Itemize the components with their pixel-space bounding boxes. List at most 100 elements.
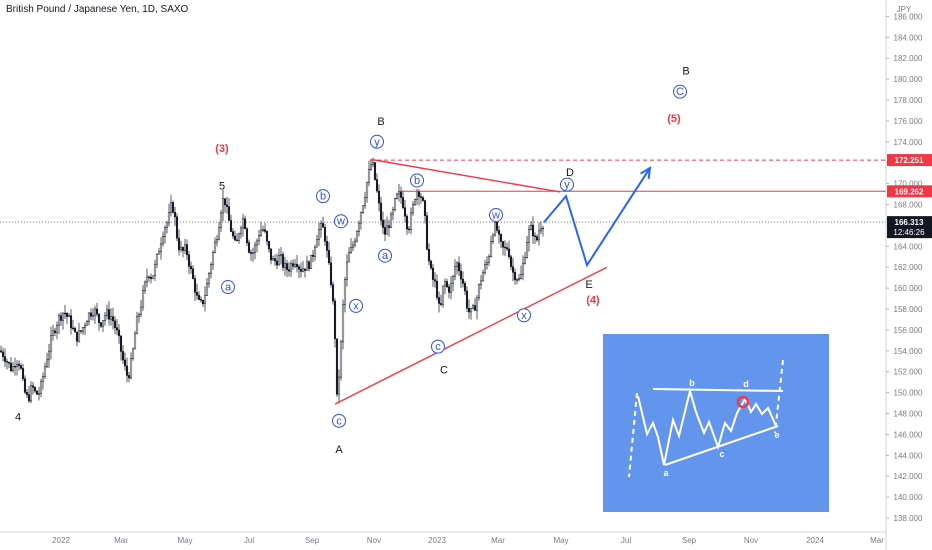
candle-body	[517, 278, 521, 280]
price-tick-label: 152.000	[894, 368, 923, 377]
candle	[431, 264, 435, 288]
candle-body	[123, 359, 127, 367]
time-tick-label: 2022	[52, 536, 70, 545]
candle	[363, 191, 367, 209]
wave-label-plain: D	[566, 167, 574, 179]
candle	[311, 249, 315, 263]
candle-body	[371, 162, 375, 166]
candle	[303, 268, 307, 278]
candle-body	[407, 228, 411, 231]
candle-body	[127, 375, 131, 379]
candle	[253, 241, 257, 260]
candle	[103, 312, 107, 326]
candle	[239, 225, 243, 239]
wave-label-plain: C	[440, 365, 448, 377]
candle	[511, 258, 515, 282]
candle	[349, 238, 353, 254]
candle	[197, 291, 201, 301]
candle-body	[471, 305, 475, 309]
candle-body	[313, 246, 317, 257]
candle-body	[393, 198, 397, 210]
candle-body	[237, 233, 241, 241]
price-tick-label: 168.000	[894, 201, 923, 210]
price-axis[interactable]: JPY 138.000 140.000 142.000 144.000 146.000 14…	[885, 0, 932, 550]
wave-label-circle	[431, 339, 445, 354]
candle-body	[23, 378, 27, 393]
candle-body	[513, 272, 517, 280]
price-tick-label: 144.000	[894, 451, 923, 460]
candle	[13, 357, 17, 376]
candle	[277, 248, 281, 266]
candle	[265, 230, 269, 246]
candle-body	[83, 325, 87, 328]
candle	[289, 260, 293, 278]
candles-layer	[0, 157, 545, 404]
candle	[161, 231, 165, 247]
time-tick-label: May	[177, 536, 192, 545]
candle-body	[459, 270, 463, 280]
candle-body	[347, 252, 351, 263]
candle-body	[247, 242, 251, 253]
candle-body	[349, 247, 353, 253]
candle-body	[203, 295, 207, 305]
wave-label-circle	[349, 298, 363, 313]
candle	[217, 221, 221, 241]
candle	[313, 244, 317, 261]
candle	[25, 389, 29, 399]
time-axis[interactable]: 2022 Mar May Jul Sep Nov 2023 Mar May Jul Sep Nov 20…	[0, 531, 886, 545]
candle	[7, 361, 11, 368]
candle	[137, 312, 141, 323]
candle	[251, 247, 255, 262]
candle-body	[135, 316, 139, 335]
candle-body	[405, 215, 409, 230]
candle-body	[115, 327, 119, 331]
candle	[177, 229, 181, 256]
wave-label-circle	[316, 189, 330, 204]
candle-body	[137, 314, 141, 317]
candle	[55, 321, 59, 340]
candle	[429, 259, 433, 270]
candle-body	[269, 248, 273, 261]
candle	[191, 265, 195, 280]
candle-body	[373, 162, 377, 180]
candle	[101, 320, 105, 332]
candle	[211, 250, 215, 271]
candle	[489, 235, 493, 258]
price-tick-label: 180.000	[894, 75, 923, 84]
candle	[397, 183, 401, 202]
candle	[231, 228, 235, 239]
price-tick-label: 178.000	[894, 96, 923, 105]
candle	[227, 198, 231, 221]
candle-body	[147, 276, 151, 278]
candle-body	[167, 212, 171, 224]
candle-body	[527, 229, 531, 243]
time-tick-label: Nov	[367, 536, 381, 545]
candle	[209, 262, 213, 279]
chart-title: British Pound / Japanese Yen, 1D, SAXO	[6, 4, 189, 15]
candle-body	[263, 229, 267, 232]
candle	[21, 364, 25, 381]
level-price-tag	[887, 185, 932, 198]
candle-body	[233, 235, 237, 241]
candle-body	[299, 269, 303, 272]
candle	[407, 226, 411, 234]
candle-body	[345, 261, 349, 280]
candle	[189, 261, 193, 274]
candle-body	[205, 282, 209, 296]
candle-body	[307, 261, 311, 269]
candle-body	[473, 305, 477, 311]
candle	[117, 324, 121, 344]
price-tick-label: 174.000	[894, 138, 923, 147]
candle-body	[481, 272, 485, 282]
candle-body	[227, 206, 231, 221]
price-tick-label: 182.000	[894, 54, 923, 63]
candle	[31, 381, 35, 395]
candle-body	[381, 219, 385, 228]
candle-body	[249, 252, 253, 254]
candle	[93, 305, 97, 324]
candle	[95, 302, 99, 317]
candle-body	[509, 256, 513, 267]
candle-body	[97, 313, 101, 323]
candle-body	[257, 235, 261, 242]
